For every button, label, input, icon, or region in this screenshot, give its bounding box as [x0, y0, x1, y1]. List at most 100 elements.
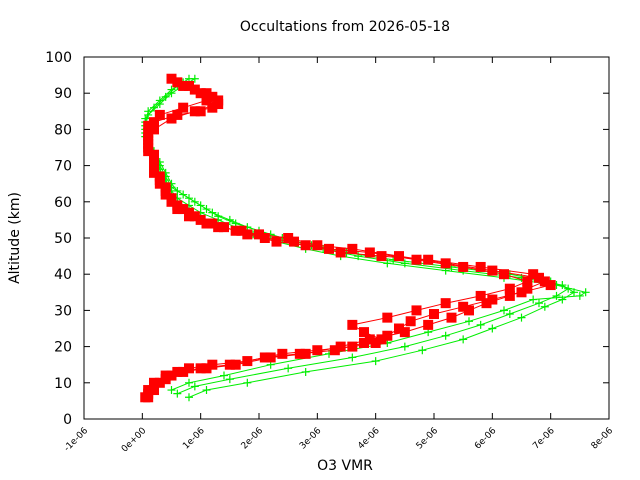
- series-1: [141, 74, 578, 402]
- x-tick-label: -1e-06: [62, 426, 90, 454]
- data-point-square: [195, 106, 206, 117]
- data-point-plus: [190, 382, 199, 391]
- data-point-square: [265, 352, 276, 363]
- chart-title: Occultations from 2026-05-18: [240, 19, 450, 35]
- data-point-plus: [202, 205, 211, 214]
- data-point-square: [382, 312, 393, 323]
- y-tick-label: 40: [54, 267, 72, 283]
- data-point-square: [487, 265, 498, 276]
- data-point-square: [324, 243, 334, 254]
- data-point-square: [312, 345, 323, 356]
- data-point-square: [277, 348, 288, 359]
- data-point-square: [283, 233, 294, 243]
- data-point-square: [516, 287, 527, 298]
- y-axis-label: Altitude (km): [7, 192, 23, 284]
- y-tick-label: 10: [54, 376, 72, 392]
- data-point-plus: [173, 389, 182, 398]
- data-point-square: [149, 167, 159, 178]
- data-point-square: [236, 225, 247, 236]
- data-point-square: [149, 117, 159, 128]
- y-tick-label: 80: [54, 122, 72, 138]
- data-point-plus: [202, 386, 211, 395]
- data-point-square: [166, 113, 177, 124]
- data-point-square: [189, 84, 200, 95]
- data-point-plus: [500, 306, 508, 315]
- data-point-plus: [581, 288, 590, 297]
- x-tick-label: 4e-06: [356, 426, 382, 452]
- x-tick-label: 5e-06: [415, 426, 441, 452]
- data-point-plus: [529, 295, 538, 304]
- data-point-square: [300, 240, 311, 251]
- x-tick-label: 3e-06: [298, 426, 324, 452]
- data-point-square: [458, 261, 469, 272]
- data-point-plus: [465, 317, 473, 326]
- data-point-square: [289, 236, 299, 247]
- data-point-square: [166, 73, 177, 84]
- data-point-square: [464, 305, 474, 316]
- data-point-square: [312, 240, 323, 251]
- y-tick-label: 60: [54, 195, 72, 211]
- data-point-square: [499, 269, 509, 280]
- data-point-square: [224, 359, 235, 370]
- data-point-square: [335, 341, 346, 352]
- data-point-square: [259, 233, 270, 243]
- data-point-square: [522, 276, 533, 287]
- data-point-square: [294, 348, 305, 359]
- data-point-square: [335, 247, 346, 258]
- data-point-square: [172, 109, 183, 120]
- x-tick-label: 0e+00: [120, 426, 149, 455]
- data-point-square: [475, 290, 486, 301]
- data-point-square: [207, 102, 218, 113]
- data-point-square: [201, 363, 212, 374]
- data-point-square: [154, 109, 165, 120]
- y-tick-label: 90: [54, 86, 72, 102]
- data-point-plus: [517, 313, 526, 322]
- data-point-plus: [167, 89, 176, 98]
- data-point-square: [143, 120, 154, 131]
- data-point-plus: [144, 110, 153, 119]
- data-point-square: [504, 290, 515, 301]
- data-point-plus: [383, 259, 392, 268]
- data-point-square: [184, 80, 194, 91]
- data-point-plus: [535, 299, 543, 308]
- data-point-plus: [190, 197, 199, 206]
- data-point-square: [201, 88, 212, 99]
- data-point-square: [213, 222, 224, 233]
- data-point-square: [300, 348, 311, 359]
- data-point-square: [528, 269, 539, 280]
- data-point-plus: [220, 371, 228, 380]
- data-point-square: [149, 149, 159, 160]
- data-point-plus: [459, 335, 468, 344]
- data-point-square: [446, 312, 457, 323]
- x-axis-label: O3 VMR: [317, 458, 373, 474]
- x-tick-label: 7e-06: [531, 426, 557, 452]
- data-point-square: [359, 337, 369, 348]
- data-point-square: [166, 193, 177, 204]
- data-point-square: [230, 359, 241, 370]
- data-point-square: [140, 392, 151, 403]
- data-point-square: [440, 298, 451, 309]
- y-tick-label: 70: [54, 159, 72, 175]
- data-point-square: [149, 160, 159, 171]
- y-tick-label: 0: [63, 412, 72, 428]
- data-point-plus: [301, 367, 310, 376]
- data-point-square: [178, 366, 189, 377]
- data-point-plus: [441, 331, 450, 340]
- data-point-plus: [179, 190, 188, 199]
- data-point-plus: [575, 291, 584, 300]
- y-tick-label: 20: [54, 340, 72, 356]
- data-point-plus: [155, 100, 164, 109]
- data-point-plus: [400, 342, 409, 351]
- data-point-plus: [185, 393, 193, 402]
- data-point-square: [394, 323, 404, 334]
- data-point-square: [539, 276, 550, 287]
- data-point-plus: [190, 74, 199, 83]
- data-point-square: [195, 88, 206, 99]
- data-point-square: [219, 222, 229, 233]
- data-point-plus: [243, 378, 252, 387]
- data-point-plus: [488, 324, 497, 333]
- data-point-square: [458, 301, 469, 312]
- data-point-square: [149, 377, 159, 388]
- data-point-square: [242, 229, 253, 240]
- data-point-square: [184, 211, 194, 222]
